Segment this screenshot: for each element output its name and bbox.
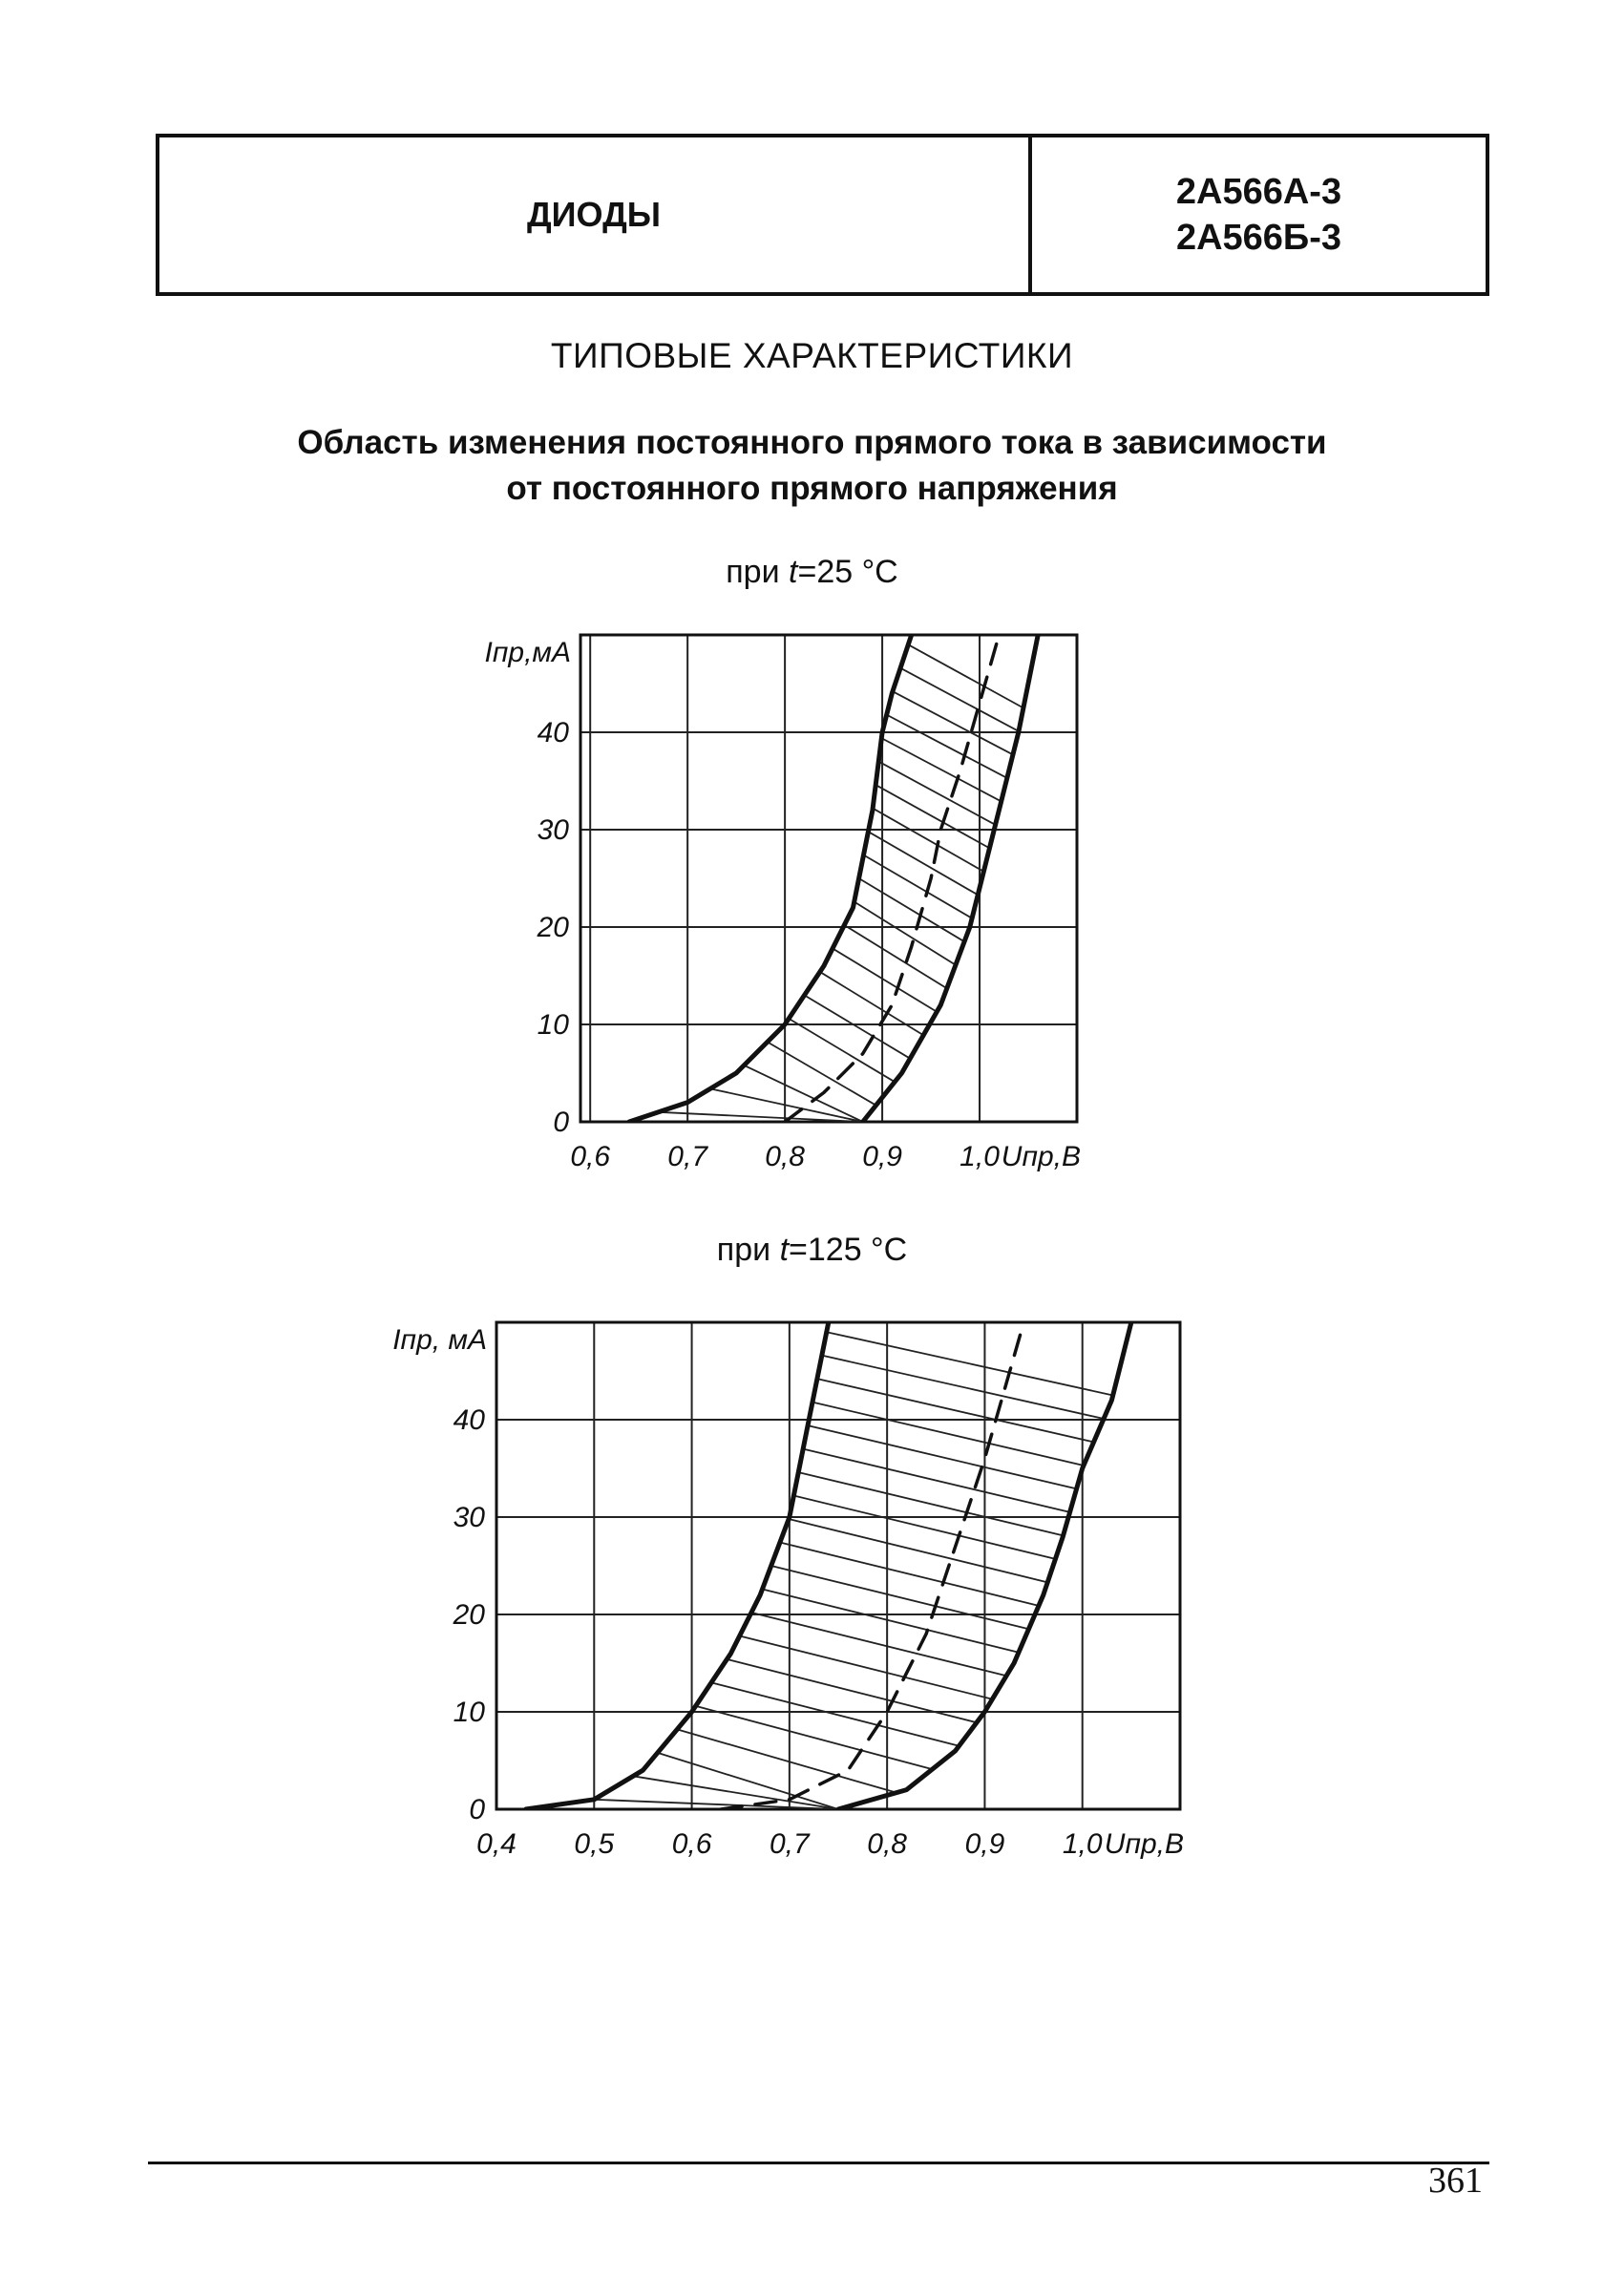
subtitle-line-1: Область изменения постоянного прямого то… bbox=[297, 424, 1327, 461]
chart-1-hatch-line bbox=[899, 666, 1020, 732]
chart-1-series-1-solid-curve bbox=[626, 635, 915, 1122]
category-label: ДИОДЫ bbox=[159, 137, 1032, 292]
chart-1-hatch-line bbox=[854, 900, 957, 966]
chart-2-hatch-line bbox=[770, 1565, 1029, 1631]
part-number-block: 2А566А-3 2А566Б-3 bbox=[1032, 137, 1486, 292]
chart-2-hatch-line bbox=[633, 1775, 839, 1809]
chart-1-condition-prefix: при bbox=[726, 554, 790, 590]
footer-rule bbox=[148, 2162, 1489, 2164]
chart-2-hatch-line bbox=[807, 1424, 1077, 1490]
chart-1-hatch-line bbox=[875, 784, 990, 850]
chart-1-hatch-line bbox=[832, 947, 938, 1013]
chart-1-condition-var: t bbox=[789, 554, 798, 590]
chart-1-hatch-line bbox=[843, 924, 948, 990]
chart-2-hatch-line bbox=[739, 1635, 993, 1700]
chart-2-hatch-line bbox=[727, 1658, 978, 1724]
chart-1-y-tick-label-2: 20 bbox=[537, 912, 570, 943]
chart-1-hatch-line bbox=[743, 1065, 864, 1122]
chart-2-x-axis-label: Uпр,В bbox=[1105, 1828, 1184, 1860]
chart-1-x-tick-label-2: 0,8 bbox=[765, 1141, 805, 1172]
chart-2-x-tick-label-2: 0,6 bbox=[672, 1828, 712, 1860]
chart-2-y-tick-label-1: 10 bbox=[453, 1697, 486, 1728]
chart-2-hatch-line bbox=[788, 1518, 1048, 1584]
chart-1-y-tick-label-1: 10 bbox=[538, 1009, 570, 1041]
part-number-a: 2А566А-3 bbox=[1175, 172, 1342, 212]
chart-2-plot-frame bbox=[495, 1320, 1182, 1811]
chart-2-hatch-line bbox=[657, 1751, 839, 1809]
chart-2-y-tick-label-0: 0 bbox=[469, 1794, 485, 1825]
chart-2-series-2-dashed-curve bbox=[719, 1322, 1026, 1809]
chart-1-y-axis-label: Iпр,мА bbox=[485, 637, 571, 668]
chart-2-hatch-line bbox=[594, 1798, 839, 1809]
chart-2-x-tick-label-0: 0,4 bbox=[476, 1828, 517, 1860]
chart-1-y-tick-label-0: 0 bbox=[553, 1107, 569, 1138]
chart-2-y-tick-label-4: 40 bbox=[453, 1404, 486, 1436]
chart-2-series-1-solid-curve bbox=[523, 1322, 832, 1809]
header-box: ДИОДЫ 2А566А-3 2А566Б-3 bbox=[156, 134, 1489, 296]
chart-1-x-tick-label-0: 0,6 bbox=[570, 1141, 610, 1172]
chart-1-hatch-line bbox=[880, 737, 1002, 803]
chart-1-x-tick-label-4: 1,0 bbox=[960, 1141, 1000, 1172]
chart-1-condition: при t=25 °С bbox=[0, 554, 1624, 591]
chart-2-hatch-line bbox=[762, 1588, 1020, 1654]
page-number: 361 bbox=[1428, 2161, 1483, 2201]
chart-1-plot-frame bbox=[579, 633, 1079, 1124]
chart-2-hatch-line bbox=[676, 1728, 897, 1794]
chart-2-y-axis-label: Iпр, мА bbox=[392, 1324, 487, 1356]
section-title: ТИПОВЫЕ ХАРАКТЕРИСТИКИ bbox=[550, 336, 1074, 375]
chart-2-x-tick-label-4: 0,8 bbox=[867, 1828, 907, 1860]
chart-1-hatch-line bbox=[658, 1110, 863, 1122]
subtitle-line-2: от постоянного прямого напряжения bbox=[506, 470, 1118, 507]
chart-1-hatch-line bbox=[709, 1087, 863, 1122]
chart-1-x-axis-label: Uпр,В bbox=[1002, 1141, 1081, 1172]
chart-2-condition-prefix: при bbox=[716, 1232, 780, 1268]
chart-2-y-tick-label-3: 30 bbox=[453, 1502, 486, 1533]
chart-1-y-tick-label-4: 40 bbox=[538, 717, 570, 749]
chart-2-condition-var: t bbox=[779, 1232, 790, 1268]
chart-2-condition: при t=125 °С bbox=[0, 1232, 1624, 1269]
chart-1-series-2-dashed-curve bbox=[783, 635, 1002, 1122]
chart-1-series-3-solid-curve bbox=[860, 635, 1041, 1122]
chart-2-series-3-solid-curve bbox=[835, 1322, 1134, 1809]
chart-1-condition-suffix: =25 °С bbox=[797, 554, 898, 590]
chart-1-hatch-line bbox=[819, 971, 924, 1036]
chart-2-y-tick-label-2: 20 bbox=[453, 1599, 486, 1631]
chart-2-x-tick-label-3: 0,7 bbox=[770, 1828, 811, 1860]
chart-1-x-tick-label-1: 0,7 bbox=[667, 1141, 708, 1172]
chart-2-x-tick-label-1: 0,5 bbox=[574, 1828, 614, 1860]
chart-1-hatch-line bbox=[858, 877, 965, 943]
chart-1: 0,6 0,7 0,8 0,9 1,0 0 10 20 30 40 Iпр,мА Uпр,В bbox=[485, 633, 1081, 1172]
chart-2-hatch-line bbox=[802, 1447, 1070, 1513]
chart-2-hatch-line bbox=[750, 1612, 1007, 1677]
chart-1-hatch-line bbox=[886, 713, 1008, 779]
chart-2-hatch-line bbox=[826, 1331, 1113, 1397]
chart-1-hatch-line bbox=[867, 831, 979, 896]
chart-2-hatch-region bbox=[594, 1331, 1113, 1809]
part-number-b: 2А566Б-3 bbox=[1175, 218, 1342, 258]
chart-1-hatch-line bbox=[872, 807, 984, 873]
chart-2-hatch-line bbox=[816, 1378, 1094, 1444]
subtitle: Область изменения постоянного прямого то… bbox=[0, 420, 1624, 512]
chart-1-y-tick-label-3: 30 bbox=[538, 814, 570, 846]
chart-2-hatch-line bbox=[798, 1471, 1064, 1537]
chart-1-hatch-line bbox=[863, 854, 973, 919]
chart-2-x-tick-label-6: 1,0 bbox=[1063, 1828, 1103, 1860]
chart-2-hatch-line bbox=[821, 1354, 1105, 1420]
chart-2-hatch-line bbox=[812, 1401, 1085, 1466]
chart-2-hatch-line bbox=[695, 1705, 933, 1771]
chart-1-hatch-line bbox=[892, 690, 1014, 756]
chart-1-hatch-line bbox=[804, 994, 911, 1060]
chart-2-hatch-line bbox=[710, 1681, 960, 1747]
chart-2-condition-suffix: =125 °С bbox=[789, 1232, 908, 1268]
chart-1-hatch-line bbox=[767, 1041, 877, 1107]
chart-1-x-tick-label-3: 0,9 bbox=[862, 1141, 902, 1172]
chart-1-hatch-line bbox=[788, 1018, 896, 1083]
chart-2: 0,4 0,5 0,6 0,7 0,8 0,9 1,0 0 10 20 30 40 Iпр, мА Uпр… bbox=[392, 1320, 1184, 1860]
chart-1-hatch-line bbox=[907, 643, 1024, 709]
chart-2-hatch-line bbox=[793, 1494, 1056, 1560]
chart-2-hatch-line bbox=[779, 1541, 1040, 1607]
chart-2-x-tick-label-5: 0,9 bbox=[965, 1828, 1005, 1860]
chart-1-hatch-line bbox=[877, 760, 997, 826]
chart-1-hatch-region bbox=[658, 643, 1024, 1122]
